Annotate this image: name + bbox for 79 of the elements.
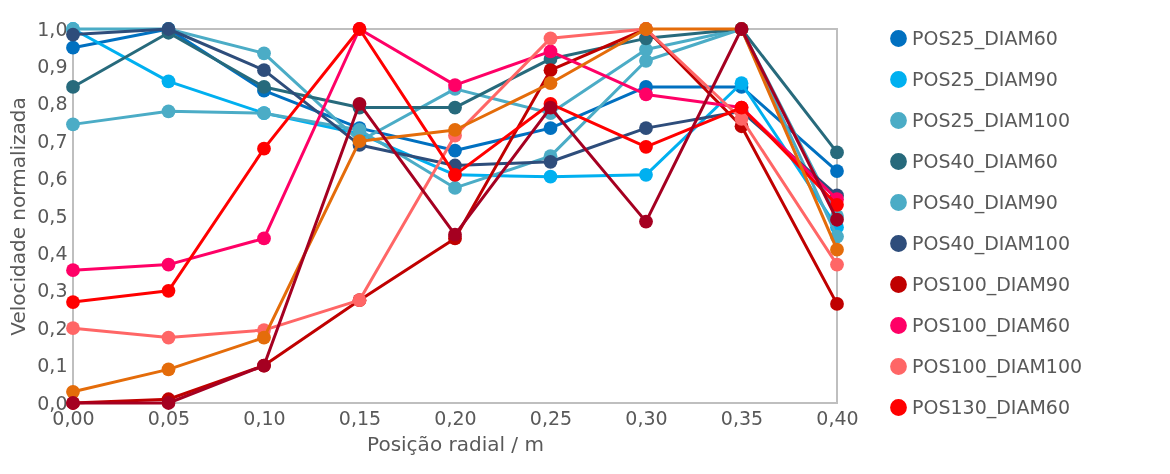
y-axis-title: Velocidade normalizada <box>6 97 31 336</box>
y-tick-label: 0,8 <box>37 92 68 115</box>
legend-label: POS25_DIAM100 <box>912 108 1071 132</box>
point <box>830 197 844 212</box>
point <box>543 63 558 78</box>
point <box>639 167 653 182</box>
point <box>66 295 80 309</box>
x-tick-label: 0,05 <box>147 406 191 429</box>
point <box>66 27 80 42</box>
point <box>161 283 176 298</box>
y-tick-label: 0,2 <box>37 316 68 339</box>
y-tick-label: 0,7 <box>37 129 68 152</box>
legend-label: POS40_DIAM100 <box>912 231 1071 255</box>
point <box>830 212 844 227</box>
point <box>161 74 176 89</box>
point <box>639 214 653 229</box>
point <box>830 164 844 178</box>
point <box>639 53 653 68</box>
point <box>257 231 271 246</box>
point <box>257 330 271 345</box>
y-tick-label: 0,4 <box>37 241 68 264</box>
x-tick-label: 0,15 <box>338 406 382 429</box>
legend-label: POS25_DIAM90 <box>912 67 1058 91</box>
point <box>257 63 271 78</box>
point <box>161 396 176 410</box>
point <box>257 46 271 61</box>
x-tick-label: 0,20 <box>434 406 477 429</box>
point <box>448 227 462 242</box>
point <box>448 123 462 137</box>
x-tick-label: 0,10 <box>243 406 286 429</box>
point <box>830 242 844 257</box>
point <box>448 143 462 158</box>
y-tick-label: 0,5 <box>37 204 68 227</box>
point <box>543 100 558 115</box>
point <box>639 121 653 135</box>
point <box>161 257 176 272</box>
y-tick-label: 0,1 <box>37 354 68 377</box>
point <box>448 100 462 115</box>
y-tick-label: 0,9 <box>37 54 68 77</box>
x-tick-label: 0,25 <box>529 406 573 429</box>
x-tick-label: 0,35 <box>720 406 764 429</box>
point <box>543 76 558 91</box>
point <box>830 257 844 272</box>
y-tick-label: 1,0 <box>37 17 68 40</box>
x-tick-label: 0,40 <box>816 406 859 429</box>
legend-label: POS100_DIAM100 <box>912 354 1083 378</box>
legend-label: POS40_DIAM60 <box>912 149 1058 173</box>
x-axis-title: Posição radial / m <box>367 431 544 456</box>
point <box>66 40 80 55</box>
point <box>543 31 558 46</box>
point <box>352 96 367 111</box>
legend-label: POS100_DIAM90 <box>912 272 1071 296</box>
point <box>543 121 558 135</box>
point <box>734 76 749 91</box>
y-tick-label: 0,6 <box>37 167 68 190</box>
point <box>448 181 462 195</box>
point <box>161 362 176 377</box>
point <box>830 297 844 311</box>
legend-label: POS130_DIAM60 <box>912 395 1071 419</box>
point <box>830 145 844 160</box>
point <box>543 154 558 169</box>
point <box>448 78 462 92</box>
point <box>66 117 80 132</box>
point <box>639 139 653 154</box>
point <box>257 141 271 156</box>
point <box>257 80 271 94</box>
point <box>66 80 80 94</box>
point <box>543 44 558 59</box>
point <box>66 321 80 336</box>
legend-label: POS40_DIAM90 <box>912 190 1058 214</box>
point <box>543 169 558 184</box>
point <box>639 87 653 102</box>
legend-label: POS25_DIAM60 <box>912 26 1058 50</box>
point <box>161 330 176 345</box>
point <box>161 104 176 119</box>
x-tick-label: 0,30 <box>625 406 668 429</box>
y-tick-label: 0,3 <box>37 279 68 302</box>
legend-label: POS100_DIAM60 <box>912 313 1071 337</box>
point <box>66 263 80 278</box>
